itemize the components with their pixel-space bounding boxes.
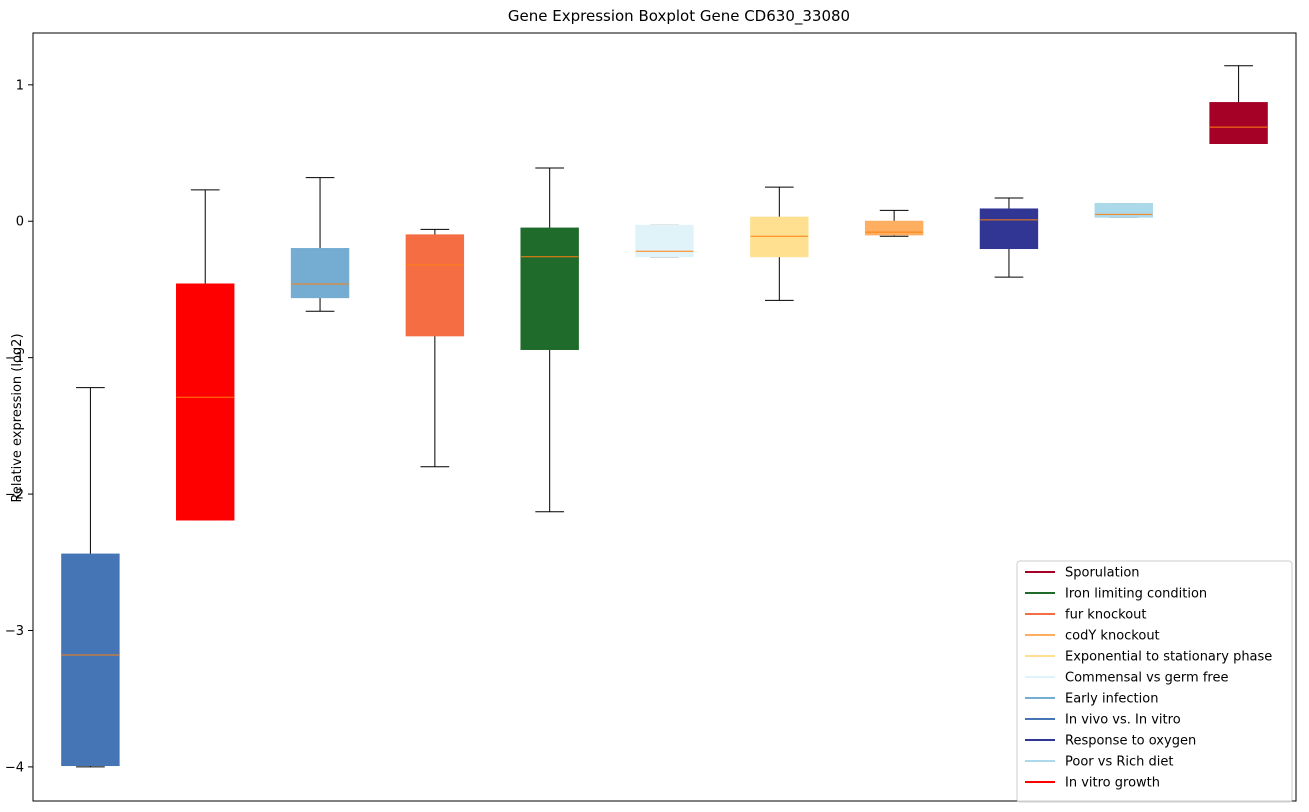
box <box>61 553 120 767</box>
legend: Sporulation Iron limiting condition fur kn… <box>1016 560 1293 803</box>
legend-label: fur knockout <box>1065 608 1147 623</box>
box-group <box>750 186 809 301</box>
box <box>405 234 465 337</box>
y-tick-label: −4 <box>5 760 24 775</box>
box-group <box>290 177 350 312</box>
box <box>750 216 809 258</box>
legend-label: Response to oxygen <box>1065 734 1196 749</box>
legend-label: Poor vs Rich diet <box>1065 755 1173 770</box>
box <box>290 248 350 299</box>
y-tick-label: 0 <box>16 215 24 230</box>
legend-label: In vivo vs. In vitro <box>1065 713 1181 728</box>
legend-box <box>1016 560 1293 803</box>
y-tick-label: 1 <box>16 78 24 93</box>
box <box>176 283 235 521</box>
box-group <box>979 197 1039 278</box>
y-axis-label: Relative expression (log2) <box>10 333 25 502</box>
box <box>635 224 694 258</box>
box-group <box>1209 65 1268 144</box>
boxes-layer <box>61 65 1268 768</box>
y-tick-label: −3 <box>5 624 24 639</box>
box-group <box>405 228 465 468</box>
box <box>864 220 924 236</box>
y-tick-label: −2 <box>5 488 24 503</box>
legend-label: Early infection <box>1065 692 1158 707</box>
box <box>520 227 579 350</box>
box-group <box>61 387 120 768</box>
legend-label: codY knockout <box>1065 629 1160 644</box>
box-group <box>176 189 235 521</box>
legend-label: Iron limiting condition <box>1065 587 1207 602</box>
box <box>1094 203 1153 218</box>
box-group <box>520 167 579 513</box>
box-group <box>864 209 924 237</box>
box-group <box>635 224 694 258</box>
legend-label: In vitro growth <box>1065 776 1160 791</box>
chart-title: Gene Expression Boxplot Gene CD630_33080 <box>508 7 850 26</box>
plot-frame <box>32 32 1297 802</box>
y-axis: 1 0 −1 −2 −3 −4 <box>5 78 33 775</box>
legend-label: Exponential to stationary phase <box>1065 650 1272 665</box>
y-tick-label: −1 <box>5 351 24 366</box>
box-group <box>1094 203 1153 218</box>
box <box>1209 102 1268 144</box>
legend-label: Commensal vs germ free <box>1065 671 1228 686</box>
legend-label: Sporulation <box>1065 566 1140 581</box>
box <box>979 208 1039 250</box>
